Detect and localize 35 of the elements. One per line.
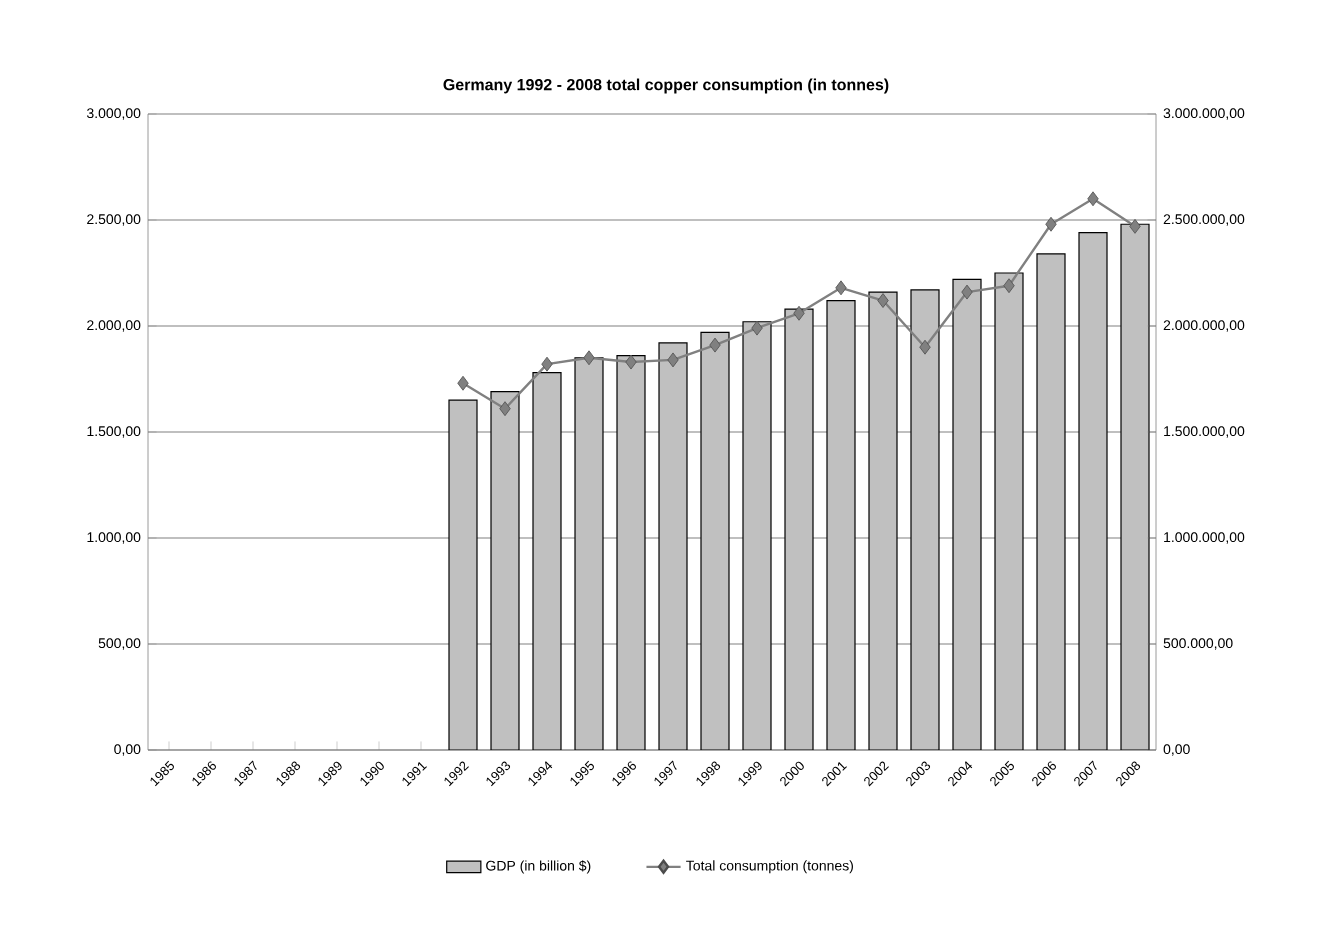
- point: [667, 352, 679, 368]
- bar: [784, 308, 814, 750]
- bar: [910, 289, 940, 750]
- point: [583, 350, 595, 366]
- bar: [532, 372, 562, 750]
- point: [1003, 278, 1015, 294]
- point: [1045, 216, 1057, 232]
- bar: [574, 357, 604, 750]
- point: [961, 284, 973, 300]
- point: [751, 320, 763, 336]
- bar: [1120, 223, 1150, 750]
- point: [919, 339, 931, 355]
- bar: [658, 342, 688, 750]
- point: [793, 305, 805, 321]
- bar: [1036, 253, 1066, 750]
- bar: [700, 331, 730, 750]
- point: [877, 293, 889, 308]
- point: [1129, 218, 1141, 234]
- bar: [826, 299, 856, 750]
- bar: [994, 272, 1024, 750]
- chart-title: Germany 1992 - 2008 total copper consumption (in tonnes): [443, 78, 889, 94]
- point: [499, 401, 511, 417]
- bar: [448, 399, 478, 750]
- bar: [742, 321, 772, 750]
- point: [541, 356, 553, 372]
- bar: [1078, 232, 1108, 750]
- point: [709, 337, 721, 353]
- point: [835, 280, 847, 296]
- point: [457, 375, 469, 391]
- bar: [616, 355, 646, 750]
- bar: [952, 278, 982, 750]
- point: [1087, 191, 1099, 207]
- point: [625, 354, 637, 370]
- bar: [868, 291, 898, 750]
- bar: [490, 391, 520, 750]
